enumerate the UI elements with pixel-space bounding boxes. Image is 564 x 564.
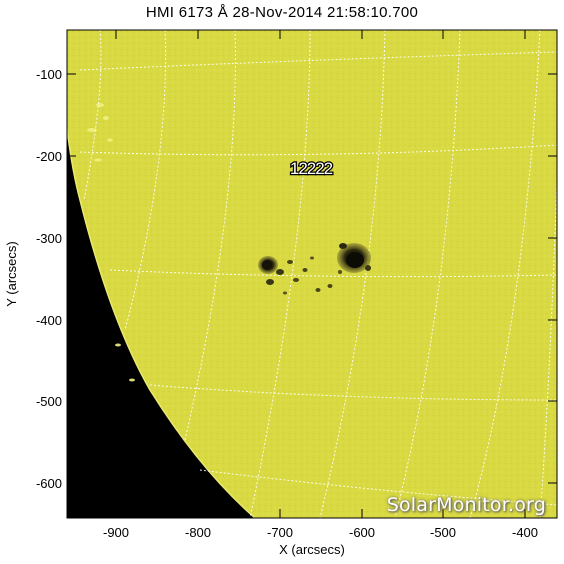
x-tick-label: -700: [267, 525, 293, 540]
x-tick-labels: -900 -800 -700 -600 -500 -400: [103, 525, 538, 540]
y-tick-label: -500: [36, 394, 62, 409]
x-tick-label: -400: [512, 525, 538, 540]
y-tick-labels: -100 -200 -300 -400 -500 -600: [36, 67, 62, 491]
x-axis-title: X (arcsecs): [279, 542, 345, 557]
y-tick-label: -600: [36, 476, 62, 491]
active-region-label: 12222: [290, 159, 333, 178]
plot-frame: [66, 29, 558, 519]
x-tick-label: -800: [185, 525, 211, 540]
x-tick-label: -900: [103, 525, 129, 540]
heliographic-grid: [79, 30, 557, 518]
x-tick-label: -600: [349, 525, 375, 540]
y-tick-label: -400: [36, 313, 62, 328]
watermark-logo: SolarMonitor.org: [386, 494, 546, 516]
y-tick-label: -200: [36, 149, 62, 164]
x-axis: [115, 30, 526, 518]
off-limb-space: [67, 128, 255, 518]
y-axis: [67, 73, 557, 484]
x-tick-label: -500: [430, 525, 456, 540]
sunspot-group: [258, 243, 371, 295]
y-tick-label: -100: [36, 67, 62, 82]
y-tick-label: -300: [36, 231, 62, 246]
plage-faculae: [87, 103, 135, 382]
y-axis-title: Y (arcsecs): [4, 241, 19, 307]
image-title: HMI 6173 Å 28-Nov-2014 21:58:10.700: [145, 4, 419, 21]
